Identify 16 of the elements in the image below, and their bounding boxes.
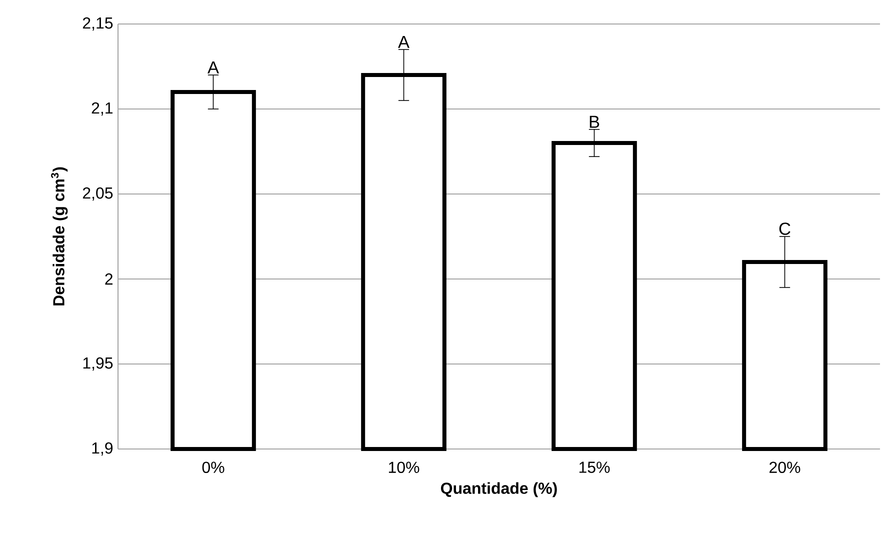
annotation: C [779,222,790,235]
y-tick-label: 2,05 [82,187,113,201]
y-axis-title: Densidade (g cm$^{3}$) [51,167,68,306]
x-axis-title: Quantidade (%) [440,482,557,498]
y-tick-label: 1,9 [92,442,113,456]
y-tick-label: 1,95 [83,357,113,371]
x-tick-label: 0% [202,462,224,474]
annotation: A [208,61,219,74]
x-tick-label: 20% [770,462,800,474]
x-tick-label: 10% [388,462,420,474]
annotation: B [590,116,600,128]
annotation: A [398,36,410,48]
x-tick-label: 15% [579,462,610,473]
y-tick-label: 2 [105,273,112,285]
y-tick-label: 2,15 [82,17,113,31]
y-tick-label: 2,1 [92,102,113,116]
